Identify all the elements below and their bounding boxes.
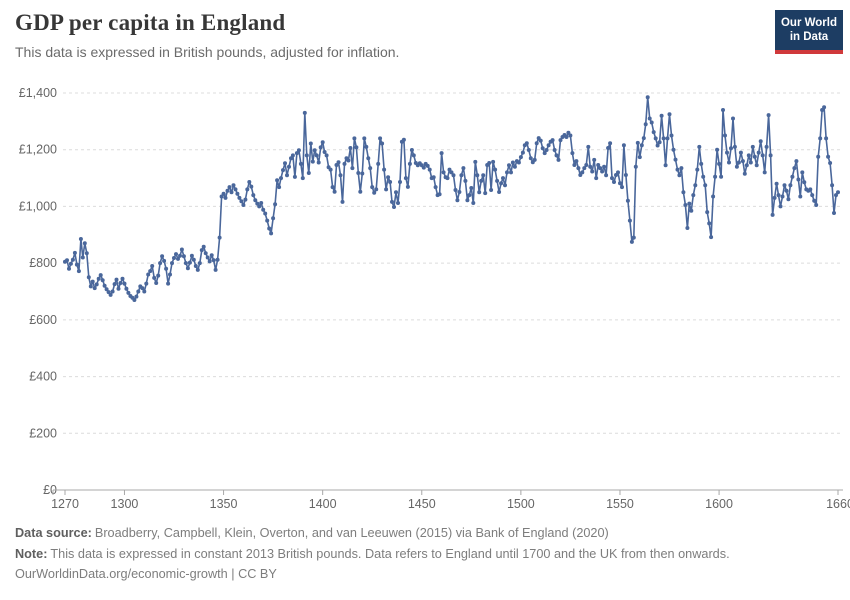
data-series: [63, 95, 840, 302]
svg-text:£1,200: £1,200: [19, 143, 57, 157]
svg-text:1300: 1300: [111, 497, 139, 511]
svg-text:£800: £800: [29, 256, 57, 270]
data-points: [63, 95, 840, 302]
owid-logo[interactable]: Our World in Data: [775, 10, 843, 54]
svg-text:£600: £600: [29, 313, 57, 327]
svg-text:£400: £400: [29, 370, 57, 384]
svg-text:1450: 1450: [408, 497, 436, 511]
svg-text:1550: 1550: [606, 497, 634, 511]
svg-text:1400: 1400: [309, 497, 337, 511]
page-title: GDP per capita in England: [15, 10, 286, 35]
y-tick-labels: £0 £200 £400 £600 £800 £1,000 £1,200 £1,400: [19, 86, 57, 497]
svg-text:1270: 1270: [51, 497, 79, 511]
chart-subtitle: This data is expressed in British pounds…: [15, 44, 400, 60]
x-tick-labels: 1270 1300 1350 1400 1450 1500 1550 1600 1660: [51, 497, 850, 511]
data-source-label: Data source:: [15, 526, 92, 540]
svg-text:£1,400: £1,400: [19, 86, 57, 100]
x-axis: [52, 489, 843, 495]
license-line[interactable]: OurWorldinData.org/economic-growth | CC …: [15, 567, 277, 581]
svg-text:1660: 1660: [826, 497, 850, 511]
note-text: This data is expressed in constant 2013 …: [50, 546, 730, 561]
owid-logo-line2: in Data: [789, 31, 829, 44]
y-gridlines: [63, 92, 843, 434]
note-label: Note:: [15, 546, 48, 561]
data-source-line: Data source: Broadberry, Campbell, Klein,…: [15, 523, 840, 544]
svg-text:1600: 1600: [705, 497, 733, 511]
svg-text:£0: £0: [43, 483, 57, 497]
chart-header: GDP per capita in England This data is e…: [15, 10, 765, 60]
note-line: Note: This data is expressed in constant …: [15, 544, 840, 565]
svg-text:£1,000: £1,000: [19, 199, 57, 213]
data-line: [64, 96, 839, 301]
svg-text:1500: 1500: [507, 497, 535, 511]
owid-logo-line1: Our World: [780, 17, 837, 29]
svg-text:£200: £200: [29, 426, 57, 440]
svg-text:1350: 1350: [210, 497, 238, 511]
data-source-text: Broadberry, Campbell, Klein, Overton, an…: [94, 526, 609, 540]
chart-footer: Data source: Broadberry, Campbell, Klein,…: [15, 523, 840, 585]
